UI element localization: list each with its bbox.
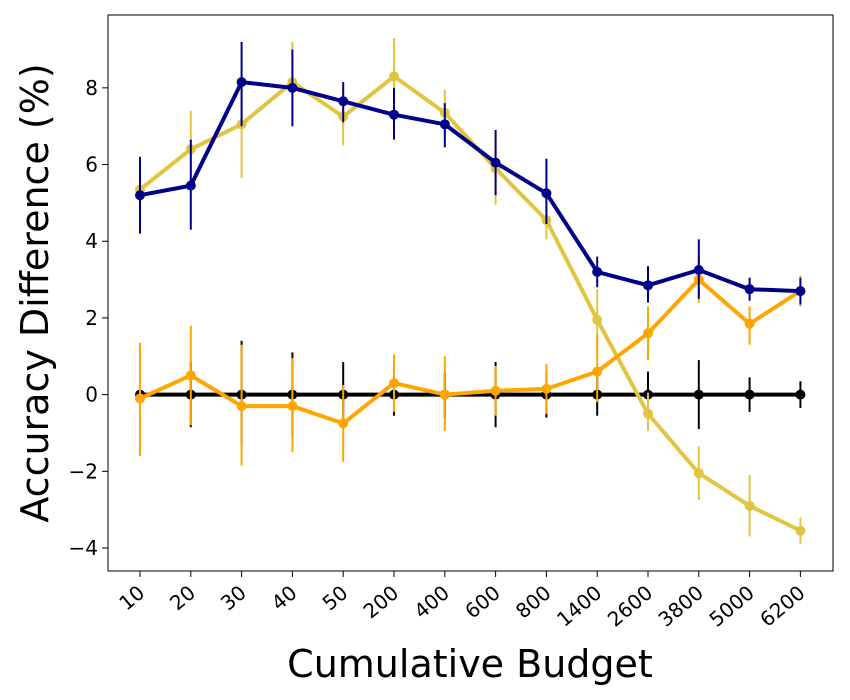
data-point [236, 401, 247, 412]
x-tick-label: 600 [460, 580, 505, 623]
data-point [744, 284, 755, 295]
y-tick-label: 6 [85, 153, 98, 177]
data-point [490, 385, 501, 396]
data-point [541, 383, 552, 394]
data-point [744, 500, 755, 511]
x-tick-label: 200 [359, 580, 404, 623]
x-tick-label: 3800 [654, 580, 708, 631]
data-point [439, 389, 450, 400]
series-layer [135, 38, 806, 545]
x-tick-label: 10 [114, 580, 149, 615]
y-axis-title: Accuracy Difference (%) [13, 63, 57, 522]
data-point [338, 96, 349, 107]
x-tick-label: 800 [511, 580, 556, 623]
y-tick-label: 8 [85, 76, 98, 100]
x-tick-label: 2600 [603, 580, 657, 631]
data-point [795, 525, 806, 536]
data-point [287, 82, 298, 93]
plot-frame [107, 14, 834, 572]
data-point [338, 418, 349, 429]
data-point [185, 370, 196, 381]
series-orange [135, 256, 806, 466]
data-point [490, 157, 501, 168]
x-tick-label: 6200 [755, 580, 809, 631]
data-point [439, 119, 450, 130]
data-point [744, 318, 755, 329]
y-tick-label: 4 [85, 229, 98, 253]
data-point [389, 378, 399, 389]
data-point [592, 314, 603, 325]
data-point [744, 389, 755, 400]
data-point [592, 366, 603, 377]
y-tick-label: −2 [69, 459, 98, 483]
data-point [693, 468, 704, 479]
y-tick-label: 0 [85, 383, 98, 407]
series-navy [135, 41, 806, 305]
data-point [592, 266, 603, 277]
data-point [643, 408, 653, 419]
data-point [541, 188, 552, 199]
x-tick-label: 5000 [704, 580, 758, 631]
x-axis-title: Cumulative Budget [287, 642, 653, 686]
data-point [693, 389, 704, 400]
x-tick-label: 30 [216, 580, 251, 615]
data-point [135, 190, 145, 201]
data-point [135, 393, 145, 404]
data-point [287, 401, 298, 412]
y-tick-label: 2 [85, 306, 98, 330]
data-point [389, 71, 399, 82]
series-line [138, 74, 803, 533]
data-point [185, 180, 196, 191]
series-line [138, 277, 803, 426]
data-point [236, 77, 247, 88]
x-tick-label: 40 [267, 580, 302, 615]
x-tick-label: 50 [317, 580, 352, 615]
series-line [138, 80, 803, 294]
series-yellow [135, 38, 806, 545]
data-point [693, 264, 704, 275]
data-point [795, 389, 806, 400]
data-point [643, 280, 653, 291]
data-point [795, 286, 806, 297]
x-tick-label: 1400 [552, 580, 606, 631]
x-tick-label: 20 [165, 580, 200, 615]
data-point [389, 109, 399, 120]
x-tick-label: 400 [409, 580, 454, 623]
y-tick-label: −4 [69, 536, 98, 560]
data-point [643, 328, 653, 339]
